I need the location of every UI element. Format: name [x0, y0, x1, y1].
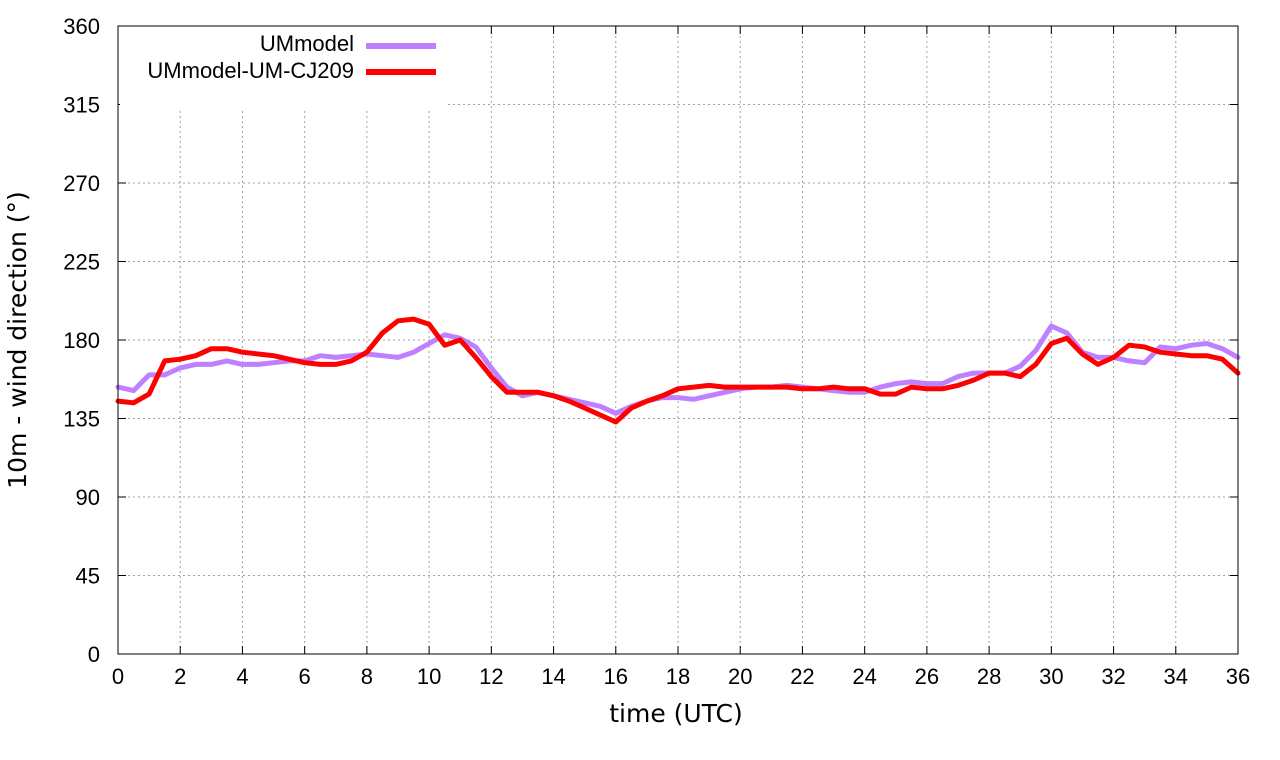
x-axis: 0 2 4 6 8 10 12 14 16 18 20 22 24 26 28 30 32 34 36	[112, 26, 1250, 689]
x-tick-label: 12	[479, 664, 503, 689]
x-tick-label: 36	[1226, 664, 1250, 689]
x-tick-label: 16	[604, 664, 628, 689]
y-axis: 0 45 90 135 180 225 270 315 360	[63, 14, 1238, 667]
x-tick-label: 10	[417, 664, 441, 689]
x-tick-label: 18	[666, 664, 690, 689]
legend-label-ummodel: UMmodel	[260, 31, 354, 56]
series-line-ummodel-um-cj209	[115, 316, 1241, 425]
x-tick-label: 30	[1039, 664, 1063, 689]
y-tick-label: 135	[63, 407, 100, 432]
x-tick-label: 6	[299, 664, 311, 689]
y-tick-label: 225	[63, 250, 100, 275]
x-tick-label: 22	[790, 664, 814, 689]
y-tick-label: 360	[63, 14, 100, 39]
y-tick-label: 90	[76, 485, 100, 510]
x-tick-label: 24	[852, 664, 876, 689]
legend: UMmodel UMmodel-UM-CJ209	[120, 26, 448, 108]
y-tick-label: 180	[63, 328, 100, 353]
y-tick-label: 45	[76, 564, 100, 589]
x-tick-label: 32	[1101, 664, 1125, 689]
legend-label-ummodel-um-cj209: UMmodel-UM-CJ209	[147, 58, 354, 83]
x-tick-label: 14	[541, 664, 565, 689]
x-tick-label: 4	[236, 664, 248, 689]
plot-frame	[117, 25, 1239, 655]
x-tick-label: 20	[728, 664, 752, 689]
x-tick-label: 0	[112, 664, 124, 689]
x-tick-label: 8	[361, 664, 373, 689]
y-axis-title: 10m - wind direction (°)	[3, 191, 32, 489]
x-tick-label: 2	[174, 664, 186, 689]
x-tick-label: 28	[977, 664, 1001, 689]
x-tick-label: 34	[1164, 664, 1188, 689]
x-axis-title: time (UTC)	[609, 699, 743, 728]
y-tick-label: 270	[63, 171, 100, 196]
series-layer	[115, 316, 1241, 425]
x-tick-label: 26	[915, 664, 939, 689]
legend-background	[120, 26, 448, 108]
y-tick-label: 0	[88, 642, 100, 667]
y-tick-label: 315	[63, 93, 100, 118]
